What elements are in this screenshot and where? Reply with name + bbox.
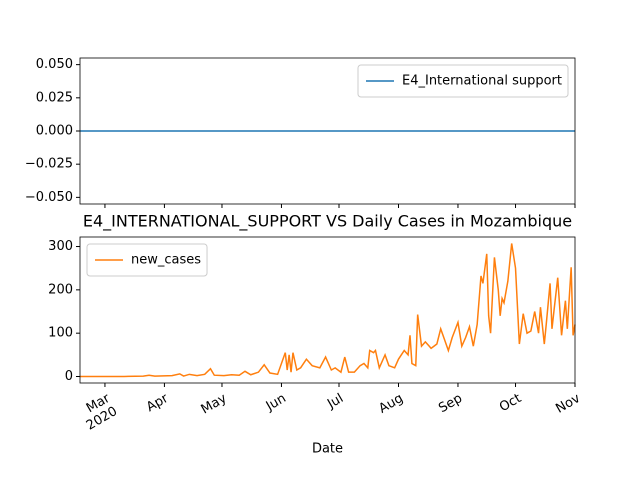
y-tick-label: −0.050 (25, 190, 73, 205)
y-tick-label: 300 (48, 239, 73, 254)
y-tick-label: 0.000 (36, 124, 73, 139)
legend-box (357, 64, 569, 98)
y-tick-label: 100 (48, 326, 73, 341)
y-tick-label: −0.025 (25, 157, 73, 172)
y-tick-label: 0.050 (36, 57, 73, 72)
axes-frame (79, 57, 576, 205)
y-tick-label: 200 (48, 282, 73, 297)
axes-frame (79, 236, 576, 384)
y-tick-label: 0 (65, 369, 73, 384)
legend-box (86, 243, 208, 277)
x-axis-label: Date (312, 442, 343, 457)
series-line (80, 243, 576, 378)
y-tick-label: 0.025 (36, 90, 73, 105)
legend-label: new_cases (131, 253, 201, 268)
chart-title: E4_INTERNATIONAL_SUPPORT VS Daily Cases … (83, 212, 572, 232)
legend-label: E4_International support (402, 74, 562, 89)
